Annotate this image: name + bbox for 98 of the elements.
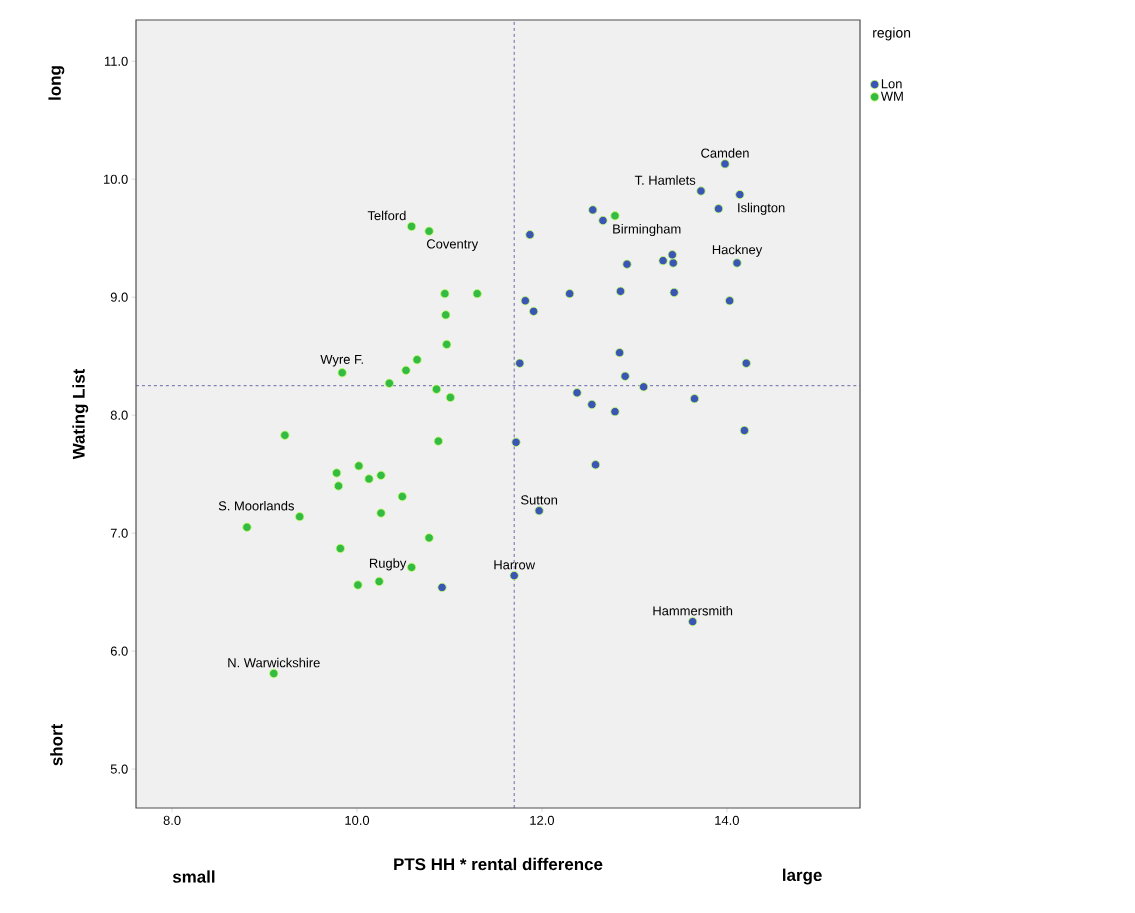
point — [354, 461, 364, 471]
point — [442, 339, 452, 349]
point — [332, 468, 342, 478]
point — [280, 430, 290, 440]
point — [622, 259, 632, 269]
annotation: Hammersmith — [653, 605, 733, 616]
x-axis-title: PTS HH * rental difference — [394, 857, 603, 871]
point — [688, 617, 698, 627]
x-tick-label: 8.0 — [163, 815, 181, 825]
y-tick-label: 6.0 — [110, 646, 128, 656]
point — [696, 186, 706, 196]
point — [269, 668, 279, 679]
text: small — [172, 870, 215, 883]
point — [401, 365, 411, 375]
point — [433, 436, 443, 446]
point — [739, 425, 750, 436]
point — [397, 491, 407, 502]
point — [337, 368, 347, 378]
point — [598, 215, 608, 226]
annotation: Birmingham — [613, 224, 681, 237]
point — [424, 226, 434, 236]
annotation: Islington — [738, 202, 785, 215]
point — [509, 571, 519, 581]
annotation: Rugby — [369, 558, 407, 571]
point — [511, 437, 521, 447]
point — [639, 382, 649, 392]
y-tick-label: 10.0 — [104, 174, 128, 184]
point — [725, 296, 735, 306]
point — [610, 407, 620, 417]
point — [242, 522, 252, 532]
point — [529, 306, 539, 316]
point — [295, 512, 305, 522]
annotation: T. Hamlets — [634, 175, 696, 185]
point — [525, 230, 535, 240]
point — [587, 399, 597, 410]
y-tick-label: 7.0 — [110, 528, 128, 538]
annotation: Harrow — [494, 560, 536, 570]
legend-label: Lon — [881, 79, 902, 89]
point — [424, 533, 434, 543]
text: short — [50, 723, 63, 766]
point — [376, 508, 386, 518]
point — [713, 204, 724, 214]
point — [720, 159, 730, 169]
point — [572, 388, 582, 398]
point — [741, 358, 751, 368]
point — [384, 378, 394, 388]
point — [376, 470, 386, 480]
x-tick-label: 10.0 — [345, 815, 370, 825]
point — [689, 394, 700, 404]
annotation: Coventry — [426, 239, 479, 252]
annotation: Wyre F. — [320, 354, 363, 367]
point — [353, 580, 363, 590]
annotation: Camden — [701, 148, 749, 158]
point — [335, 543, 345, 554]
annotation: N. Warwickshire — [228, 657, 320, 668]
point — [406, 562, 417, 572]
point — [615, 348, 625, 358]
point — [445, 392, 455, 403]
point — [440, 289, 450, 299]
point — [333, 481, 344, 491]
annotation: Hackney — [712, 244, 763, 257]
legend-label: WM — [880, 91, 903, 101]
point — [668, 258, 678, 268]
annotation: Sutton — [521, 495, 558, 505]
point — [620, 371, 630, 381]
point — [615, 286, 626, 296]
text: long — [48, 66, 65, 100]
point — [441, 310, 451, 320]
y-tick-label: 11.0 — [104, 56, 128, 66]
y-tick-label: 8.0 — [110, 410, 128, 420]
point — [610, 211, 620, 221]
point — [534, 506, 544, 516]
point — [437, 582, 447, 592]
point — [364, 474, 374, 484]
point — [588, 205, 598, 215]
y-axis-title: Wating List — [72, 368, 89, 460]
point — [732, 258, 742, 268]
point — [658, 256, 668, 266]
point — [431, 384, 442, 394]
x-tick-label: 14.0 — [715, 815, 739, 825]
point — [669, 287, 679, 298]
point — [565, 289, 575, 299]
point — [590, 460, 601, 470]
text: large — [783, 868, 822, 885]
point — [406, 221, 417, 232]
point — [667, 250, 677, 260]
point — [412, 355, 422, 365]
x-tick-label: 12.0 — [530, 815, 555, 825]
point — [472, 289, 482, 299]
legend-title: region — [873, 27, 911, 41]
point — [374, 576, 384, 587]
y-tick-label: 9.0 — [110, 292, 128, 302]
point — [515, 358, 525, 368]
annotation: Telford — [367, 210, 406, 221]
y-tick-label: 5.0 — [110, 764, 128, 774]
annotation: S. Moorlands — [218, 500, 294, 511]
point — [735, 189, 745, 200]
point — [520, 296, 530, 306]
